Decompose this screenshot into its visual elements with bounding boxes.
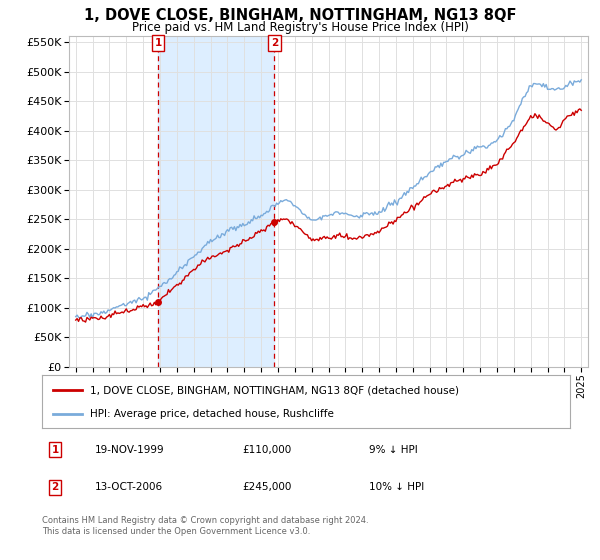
Text: 13-OCT-2006: 13-OCT-2006 [95, 482, 163, 492]
Text: 19-NOV-1999: 19-NOV-1999 [95, 445, 164, 455]
Text: 2: 2 [52, 482, 59, 492]
Text: 1, DOVE CLOSE, BINGHAM, NOTTINGHAM, NG13 8QF (detached house): 1, DOVE CLOSE, BINGHAM, NOTTINGHAM, NG13… [89, 385, 458, 395]
Text: 9% ↓ HPI: 9% ↓ HPI [370, 445, 418, 455]
Text: 1: 1 [52, 445, 59, 455]
Text: 2: 2 [271, 38, 278, 48]
Bar [158, 36, 274, 367]
Text: £110,000: £110,000 [242, 445, 292, 455]
Text: 1: 1 [154, 38, 161, 48]
Text: Contains HM Land Registry data © Crown copyright and database right 2024.
This d: Contains HM Land Registry data © Crown c… [42, 516, 368, 536]
Text: 1, DOVE CLOSE, BINGHAM, NOTTINGHAM, NG13 8QF: 1, DOVE CLOSE, BINGHAM, NOTTINGHAM, NG13… [84, 8, 516, 24]
Text: HPI: Average price, detached house, Rushcliffe: HPI: Average price, detached house, Rush… [89, 408, 334, 418]
Text: 10% ↓ HPI: 10% ↓ HPI [370, 482, 425, 492]
Text: Price paid vs. HM Land Registry's House Price Index (HPI): Price paid vs. HM Land Registry's House … [131, 21, 469, 34]
Text: £245,000: £245,000 [242, 482, 292, 492]
